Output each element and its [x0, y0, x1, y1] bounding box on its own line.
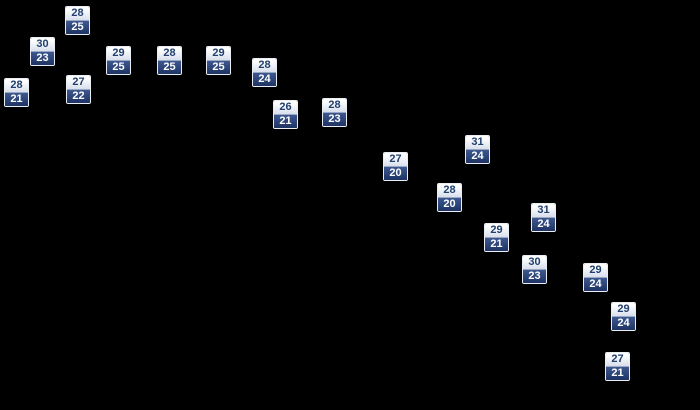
- temperature-label[interactable]: 31 24: [531, 203, 556, 232]
- high-temperature: 27: [67, 76, 90, 89]
- high-temperature: 28: [323, 99, 346, 112]
- temperature-label[interactable]: 28 24: [252, 58, 277, 87]
- high-temperature: 28: [158, 47, 181, 60]
- low-temperature: 25: [158, 60, 181, 74]
- high-temperature: 26: [274, 101, 297, 114]
- temperature-label[interactable]: 27 20: [383, 152, 408, 181]
- temperature-label[interactable]: 29 25: [206, 46, 231, 75]
- high-temperature: 29: [584, 264, 607, 277]
- low-temperature: 21: [274, 114, 297, 128]
- high-temperature: 31: [532, 204, 555, 217]
- high-temperature: 28: [66, 7, 89, 20]
- low-temperature: 24: [584, 277, 607, 291]
- temperature-label[interactable]: 30 23: [30, 37, 55, 66]
- low-temperature: 21: [5, 92, 28, 106]
- high-temperature: 29: [107, 47, 130, 60]
- high-temperature: 28: [253, 59, 276, 72]
- high-temperature: 30: [31, 38, 54, 51]
- temperature-label[interactable]: 27 21: [605, 352, 630, 381]
- low-temperature: 24: [253, 72, 276, 86]
- temperature-label[interactable]: 30 23: [522, 255, 547, 284]
- high-temperature: 31: [466, 136, 489, 149]
- high-temperature: 28: [5, 79, 28, 92]
- temperature-label[interactable]: 26 21: [273, 100, 298, 129]
- temperature-label[interactable]: 29 21: [484, 223, 509, 252]
- low-temperature: 23: [523, 269, 546, 283]
- temperature-label[interactable]: 27 22: [66, 75, 91, 104]
- low-temperature: 24: [532, 217, 555, 231]
- temperature-label[interactable]: 29 24: [611, 302, 636, 331]
- high-temperature: 27: [384, 153, 407, 166]
- low-temperature: 25: [66, 20, 89, 34]
- temperature-label[interactable]: 28 25: [157, 46, 182, 75]
- high-temperature: 30: [523, 256, 546, 269]
- temperature-label[interactable]: 29 25: [106, 46, 131, 75]
- high-temperature: 29: [612, 303, 635, 316]
- temperature-label[interactable]: 28 21: [4, 78, 29, 107]
- temperature-label[interactable]: 29 24: [583, 263, 608, 292]
- temperature-label[interactable]: 31 24: [465, 135, 490, 164]
- low-temperature: 23: [31, 51, 54, 65]
- temperature-label[interactable]: 28 23: [322, 98, 347, 127]
- high-temperature: 29: [207, 47, 230, 60]
- low-temperature: 22: [67, 89, 90, 103]
- high-temperature: 29: [485, 224, 508, 237]
- temperature-label[interactable]: 28 20: [437, 183, 462, 212]
- high-temperature: 28: [438, 184, 461, 197]
- low-temperature: 21: [485, 237, 508, 251]
- low-temperature: 25: [107, 60, 130, 74]
- low-temperature: 20: [384, 166, 407, 180]
- temperature-label[interactable]: 28 25: [65, 6, 90, 35]
- low-temperature: 21: [606, 366, 629, 380]
- low-temperature: 24: [466, 149, 489, 163]
- high-temperature: 27: [606, 353, 629, 366]
- low-temperature: 23: [323, 112, 346, 126]
- low-temperature: 20: [438, 197, 461, 211]
- low-temperature: 24: [612, 316, 635, 330]
- low-temperature: 25: [207, 60, 230, 74]
